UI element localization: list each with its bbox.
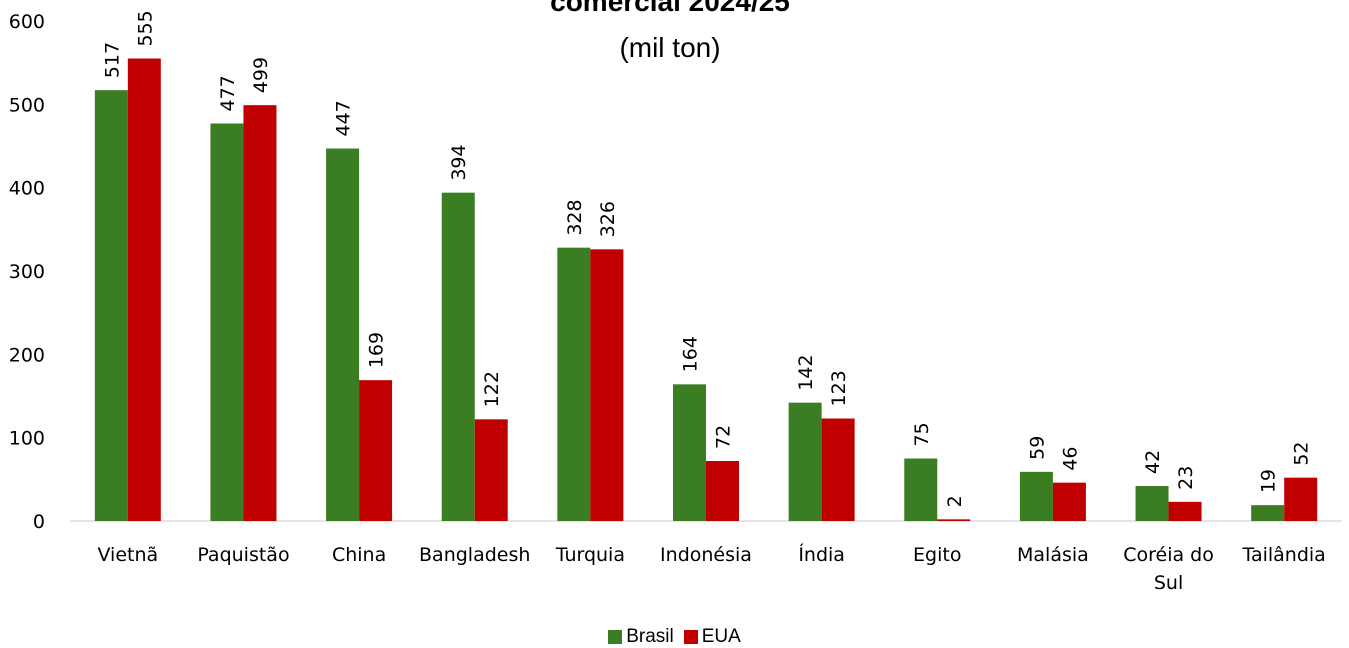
x-tick-label: Indonésia [660, 544, 752, 566]
data-label: 52 [1291, 441, 1313, 465]
x-tick-label: Coréia do [1123, 544, 1214, 566]
bar-brasil [210, 123, 244, 521]
data-label: 72 [713, 425, 735, 449]
bar-brasil [904, 458, 938, 521]
data-label: 447 [333, 100, 355, 136]
x-tick-label: Tailândia [1242, 544, 1326, 566]
data-label: 555 [134, 10, 156, 46]
x-tick-label: Vietnã [97, 544, 158, 566]
y-tick-label: 100 [9, 428, 45, 450]
chart-subtitle: (mil ton) [619, 32, 721, 63]
bar-eua [1052, 482, 1086, 521]
bar-eua [243, 105, 277, 522]
bar-brasil [1019, 471, 1053, 521]
bar-eua [1284, 477, 1318, 521]
x-tick-label: Bangladesh [419, 544, 530, 566]
x-tick-label: Turquia [555, 544, 625, 566]
bar-brasil [94, 90, 128, 522]
bar-eua [359, 380, 393, 521]
bar-brasil [441, 192, 475, 521]
data-label: 394 [448, 144, 470, 180]
x-tick-label: Paquistão [197, 544, 289, 566]
data-label: 169 [366, 332, 388, 368]
legend: Brasil EUA [0, 626, 1349, 648]
legend-label-eua: EUA [701, 626, 741, 647]
data-label: 59 [1026, 436, 1048, 460]
legend-item-eua: EUA [683, 626, 741, 648]
x-tick-label: Sul [1154, 572, 1183, 594]
y-tick-label: 600 [9, 11, 45, 33]
bar-eua [590, 249, 624, 522]
bar-brasil [557, 247, 591, 521]
bar-brasil [1135, 486, 1169, 521]
legend-swatch-brasil [608, 630, 623, 644]
legend-swatch-eua [683, 630, 698, 644]
bar-eua [474, 419, 508, 521]
legend-item-brasil: Brasil [608, 626, 674, 648]
x-tick-label: Egito [913, 544, 961, 566]
bar-eua [937, 519, 971, 521]
bar-eua [1168, 501, 1202, 521]
bar-brasil [326, 148, 360, 521]
data-label: 164 [680, 336, 702, 372]
data-label: 19 [1258, 469, 1280, 493]
data-label: 75 [911, 422, 933, 446]
y-tick-label: 400 [9, 178, 45, 200]
data-label: 122 [481, 371, 503, 407]
y-tick-label: 500 [9, 94, 45, 116]
data-label: 46 [1059, 446, 1081, 470]
x-tick-label: Malásia [1017, 544, 1089, 566]
data-label: 517 [101, 42, 123, 78]
data-label: 23 [1175, 466, 1197, 490]
bar-eua [127, 58, 161, 521]
data-label: 326 [597, 201, 619, 237]
data-label: 2 [944, 495, 966, 507]
x-tick-label: Índia [798, 543, 845, 566]
x-tick-label: China [332, 544, 386, 566]
data-label: 477 [217, 75, 239, 111]
data-label: 328 [564, 199, 586, 235]
y-tick-label: 0 [33, 511, 45, 533]
chart-title: comercial 2024/25 [550, 0, 790, 17]
y-tick-label: 300 [9, 261, 45, 283]
legend-label-brasil: Brasil [626, 626, 674, 647]
bar-brasil [788, 402, 822, 521]
data-label: 499 [250, 57, 272, 93]
bar-brasil [673, 384, 706, 521]
data-label: 123 [828, 370, 850, 406]
y-tick-label: 200 [9, 344, 45, 366]
data-label: 142 [795, 354, 817, 390]
bar-brasil [1251, 505, 1285, 521]
data-label: 42 [1142, 450, 1164, 474]
bar-eua [706, 461, 739, 521]
bar-eua [821, 418, 855, 521]
